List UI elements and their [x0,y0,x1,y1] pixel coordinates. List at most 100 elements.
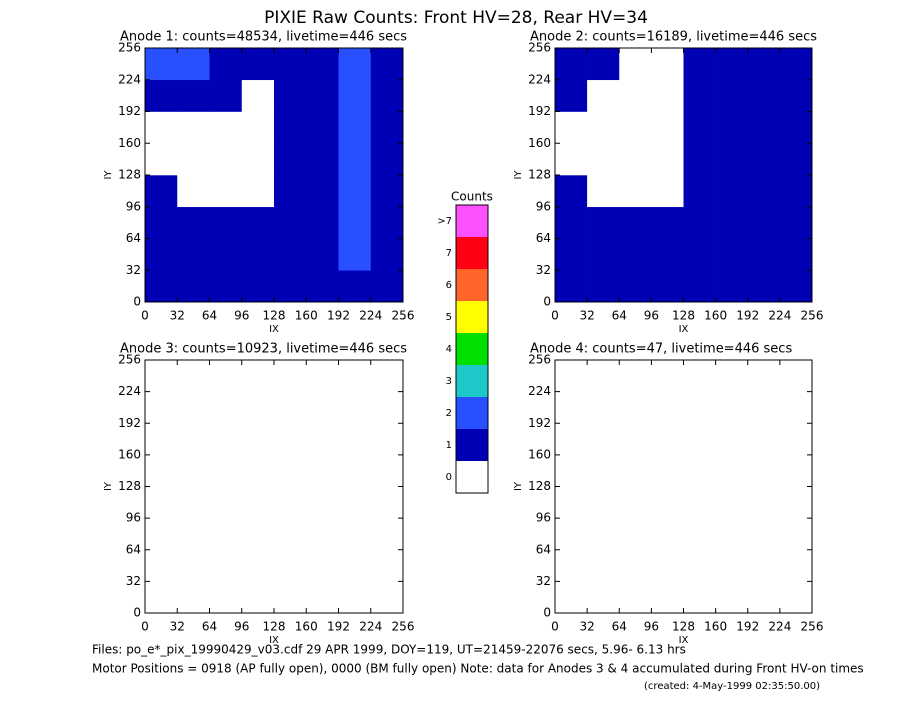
heat-cell [683,175,716,208]
heat-cell [587,270,620,303]
heat-cell [651,486,684,519]
heat-cell [370,581,404,614]
y-tick-label: 256 [118,41,141,55]
colorbar-tick-label: 5 [446,312,452,323]
heat-cell [587,79,620,112]
heat-cell [241,143,275,176]
heat-cell [747,206,781,239]
heat-cell [779,423,813,456]
heat-cell [651,454,684,487]
x-tick-label: 96 [644,309,659,323]
heat-cell [747,518,781,551]
x-tick-label: 192 [327,620,350,634]
y-tick-label: 128 [118,168,141,182]
heat-cell [274,391,307,424]
heat-cell [587,48,620,81]
heat-cell [651,270,684,303]
heat-cell [274,270,307,303]
heat-cell [209,518,243,551]
heat-cell [747,423,781,456]
heat-cell [370,454,404,487]
heat-cell [306,391,339,424]
heat-cell [241,360,275,392]
footer-motor: Motor Positions = 0918 (AP fully open), … [92,662,864,676]
heat-cell [145,206,178,239]
heat-cell [619,270,652,303]
heat-cell [619,143,652,176]
heat-cell [306,238,339,271]
heat-cell [177,423,210,456]
y-tick-label: 192 [118,104,141,118]
heat-cell [779,79,813,112]
x-axis-label: IX [679,324,689,335]
heat-cell [747,360,781,392]
heat-cell [683,48,716,81]
heat-cell [779,391,813,424]
heat-cell [587,238,620,271]
heat-cell [747,79,781,112]
y-tick-label: 224 [118,384,141,398]
y-tick-label: 160 [118,447,141,461]
heat-cell [779,206,813,239]
x-tick-label: 160 [704,309,727,323]
colorbar-tick-label: 6 [446,280,452,291]
heat-cell [306,581,339,614]
heat-cell [651,175,684,208]
colorbar-tick-label: 7 [446,248,452,259]
heat-cell [209,454,243,487]
heat-cell [715,48,749,81]
heat-cell [683,79,716,112]
heat-cell [209,270,243,303]
heat-cell [715,238,749,271]
heat-cell [145,238,178,271]
y-axis-label: IY [513,481,524,491]
heat-cell [306,206,339,239]
x-tick-label: 256 [392,620,415,634]
x-tick-label: 96 [234,620,249,634]
heat-cell [587,454,620,487]
x-tick-label: 64 [612,620,627,634]
heat-cell [555,206,588,239]
heat-cell [177,143,210,176]
heat-cell [209,360,243,392]
heat-cell [747,111,781,144]
heat-cell [209,549,243,582]
heat-cell [747,143,781,176]
colorbar-cell [456,205,488,237]
colorbar-label: Counts [451,190,493,204]
heat-cell [145,423,178,456]
heat-cell [587,360,620,392]
heat-cell [145,111,178,144]
heat-cell [338,238,372,271]
x-tick-label: 128 [263,309,286,323]
y-tick-label: 192 [118,416,141,430]
heat-cell [715,360,749,392]
heat-cell [651,423,684,456]
heat-cell [241,454,275,487]
heat-cell [241,391,275,424]
colorbar-cell [456,269,488,301]
heat-cell [619,238,652,271]
heat-cell [683,581,716,614]
x-tick-label: 128 [263,620,286,634]
heat-cell [338,518,372,551]
heat-cell [370,360,404,392]
heat-cell [306,111,339,144]
heat-cell [683,423,716,456]
heat-cell [209,206,243,239]
heat-cell [145,79,178,112]
x-tick-label: 64 [202,309,217,323]
x-tick-label: 192 [736,309,759,323]
heat-cell [715,581,749,614]
heat-cell [241,549,275,582]
heat-cell [683,111,716,144]
heat-cell [715,549,749,582]
heat-cell [587,206,620,239]
heat-cell [177,238,210,271]
heat-cell [779,238,813,271]
heat-cell [619,518,652,551]
y-tick-label: 160 [528,447,551,461]
x-tick-label: 64 [612,309,627,323]
heat-cell [241,518,275,551]
x-tick-label: 0 [551,309,559,323]
